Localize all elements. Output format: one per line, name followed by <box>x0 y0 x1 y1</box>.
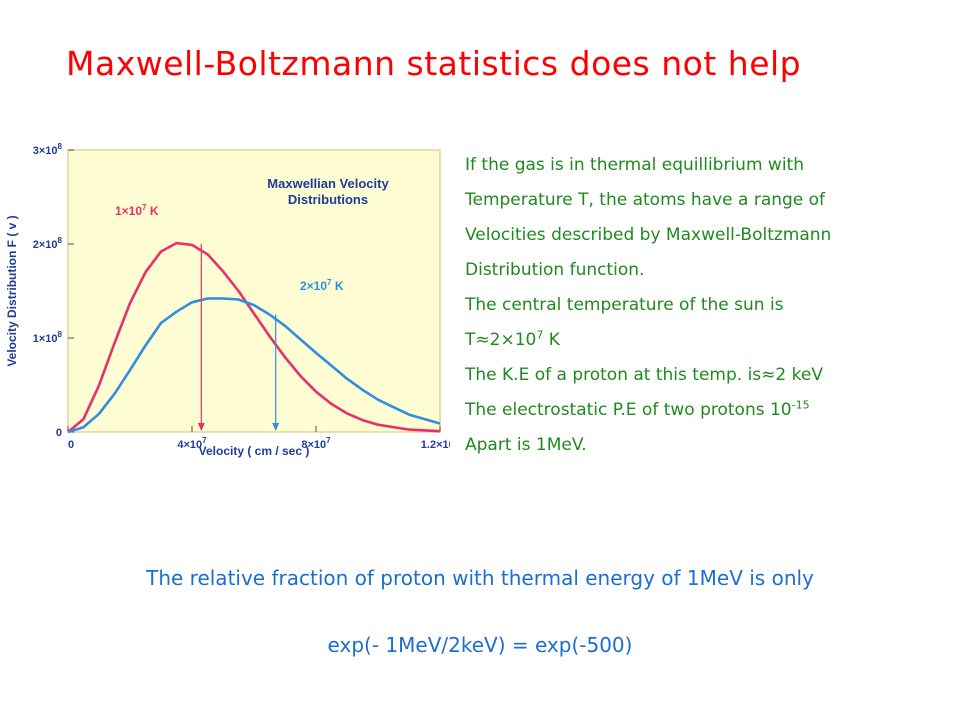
plot-background <box>67 149 441 433</box>
x-tick-label: 1.2×108 <box>421 436 450 451</box>
x-tick-label: 0 <box>68 439 74 451</box>
velocity-distribution-chart: Velocity Distribution F ( v ) Velocity (… <box>0 130 450 470</box>
y-tick-label: 1×108 <box>33 330 63 345</box>
text-line-main: The central temperature of the sun is <box>465 295 784 315</box>
text-line-main: The K.E of a proton at this temp. is≈2 k… <box>465 365 823 385</box>
text-line: T≈2×107 K <box>465 323 955 358</box>
text-line: Apart is 1MeV. <box>465 428 955 463</box>
text-line-superscript: 7 <box>536 328 544 342</box>
x-tick-label-exponent: 7 <box>202 436 207 445</box>
x-tick-label-exponent: 7 <box>326 436 331 445</box>
text-line: The electrostatic P.E of two protons 10-… <box>465 393 955 428</box>
chart-title-line: Distributions <box>288 192 368 207</box>
x-tick-label: 8×107 <box>301 436 331 451</box>
y-tick-label: 2×108 <box>33 236 63 251</box>
marker-arrow-2 <box>272 423 280 431</box>
marker-arrow-1 <box>197 423 205 431</box>
text-line-main: Velocities described by Maxwell-Boltzman… <box>465 225 832 245</box>
series-label-1: 1×107 K <box>115 203 159 218</box>
y-axis-label: Velocity Distribution F ( v ) <box>5 215 19 366</box>
slide-title: Maxwell-Boltzmann statistics does not he… <box>66 44 802 83</box>
formula-statement: exp(- 1MeV/2keV) = exp(-500) <box>327 633 633 657</box>
text-line-suffix: K <box>543 330 560 350</box>
text-line: Distribution function. <box>465 253 955 288</box>
y-tick-label-exponent: 8 <box>58 236 63 245</box>
text-line-main: Apart is 1MeV. <box>465 435 587 455</box>
text-line: If the gas is in thermal equillibrium wi… <box>465 148 955 183</box>
x-tick-label: 4×107 <box>177 436 207 451</box>
text-line-main: The electrostatic P.E of two protons 10 <box>465 400 792 420</box>
chart-svg: Velocity Distribution F ( v ) Velocity (… <box>5 142 450 458</box>
y-tick-label-exponent: 8 <box>58 142 63 151</box>
text-line: Temperature T, the atoms have a range of <box>465 183 955 218</box>
series-label-2: 2×107 K <box>300 278 344 293</box>
text-line-main: If the gas is in thermal equillibrium wi… <box>465 155 804 175</box>
explanation-text: If the gas is in thermal equillibrium wi… <box>465 148 955 463</box>
series-line-1 <box>67 241 441 433</box>
text-line-main: Distribution function. <box>465 260 645 280</box>
text-line-main: Temperature T, the atoms have a range of <box>465 190 826 210</box>
text-line: Velocities described by Maxwell-Boltzman… <box>465 218 955 253</box>
fraction-statement: The relative fraction of proton with the… <box>146 566 814 590</box>
x-axis-label: Velocity ( cm / sec ) <box>199 444 310 458</box>
text-line-main: T≈2×10 <box>465 330 537 350</box>
plot-layer: 0 1×108 2×108 3×108 0 4×107 8×107 1.2×108 1×107 … <box>33 142 450 451</box>
y-tick-label-exponent: 8 <box>58 330 63 339</box>
series-line-2 <box>67 297 441 434</box>
y-tick-label: 3×108 <box>33 142 63 157</box>
y-tick-label: 0 <box>56 427 62 439</box>
text-line-superscript: -15 <box>791 398 810 412</box>
text-line: The central temperature of the sun is <box>465 288 955 323</box>
chart-title-line: Maxwellian Velocity <box>267 176 389 191</box>
text-line: The K.E of a proton at this temp. is≈2 k… <box>465 358 955 393</box>
